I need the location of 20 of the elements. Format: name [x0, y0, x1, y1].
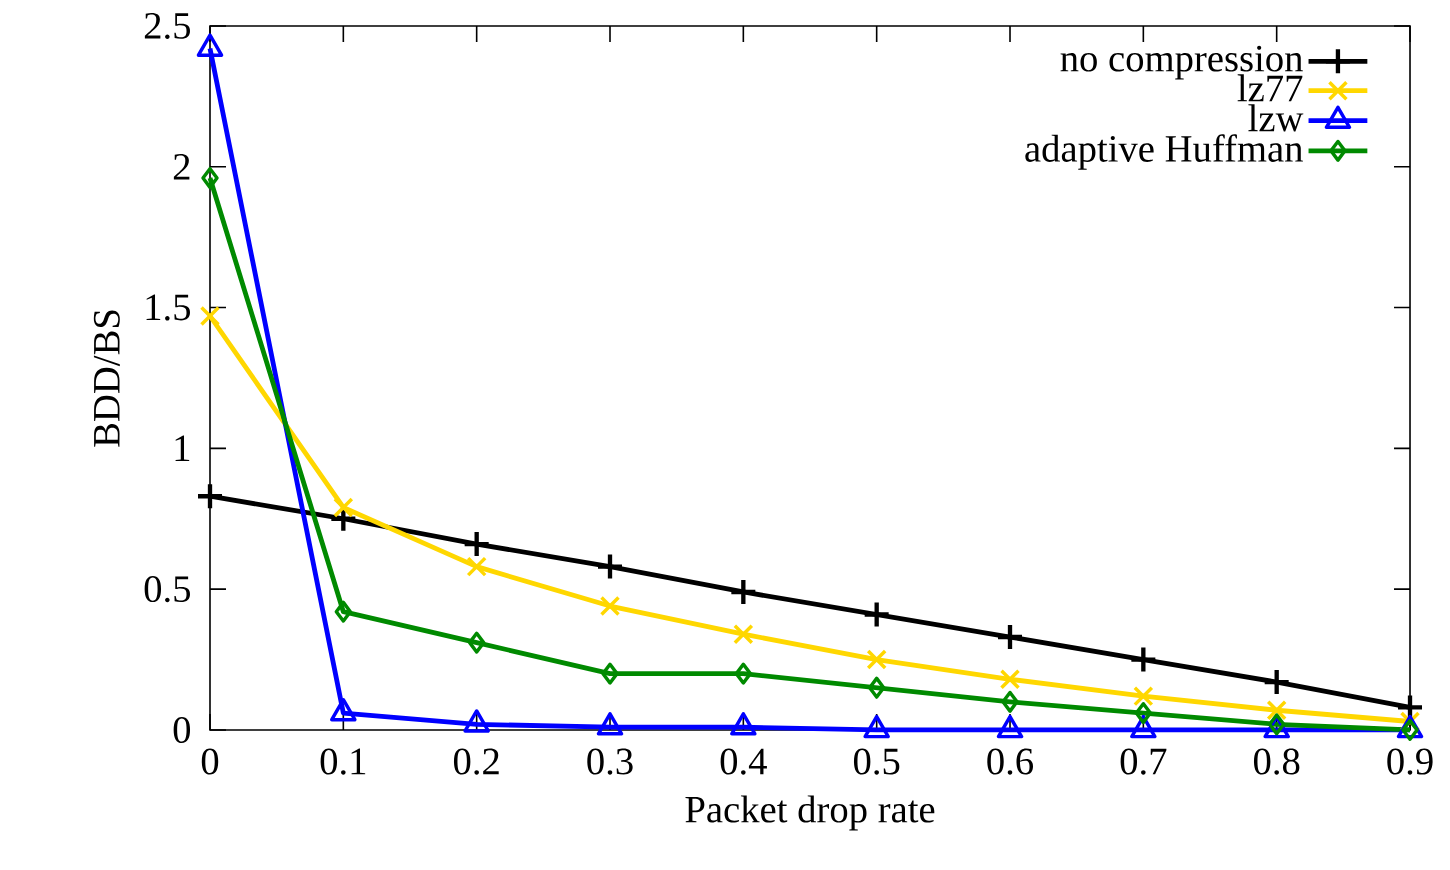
- x-axis-title: Packet drop rate: [685, 795, 935, 831]
- x-tick-label: 0.2: [453, 748, 499, 775]
- x-tick-label: 0.8: [1253, 748, 1300, 775]
- y-axis-title: BDD/BS: [93, 310, 120, 447]
- x-tick-label: 0.5: [853, 748, 900, 775]
- x-tick-label: 0: [201, 748, 219, 775]
- x-tick-label: 0.9: [1387, 748, 1433, 775]
- x-tick-label: 0.1: [320, 748, 366, 775]
- y-tick-label: 2.5: [144, 12, 190, 40]
- y-tick-label: 0: [173, 716, 191, 744]
- y-tick-label: 2: [173, 153, 190, 180]
- x-tick-label: 0.4: [720, 748, 767, 775]
- x-tick-label: 0.6: [987, 748, 1034, 775]
- x-tick-label: 0.3: [587, 748, 633, 775]
- x-tick-label: 0.7: [1120, 748, 1167, 775]
- legend-label: lzw: [1248, 104, 1304, 132]
- y-tick-label: 1.5: [146, 294, 190, 321]
- y-tick-label: 0.5: [144, 576, 190, 603]
- y-tick-label: 1: [175, 435, 190, 462]
- legend-label: adaptive Huffman: [1025, 134, 1303, 170]
